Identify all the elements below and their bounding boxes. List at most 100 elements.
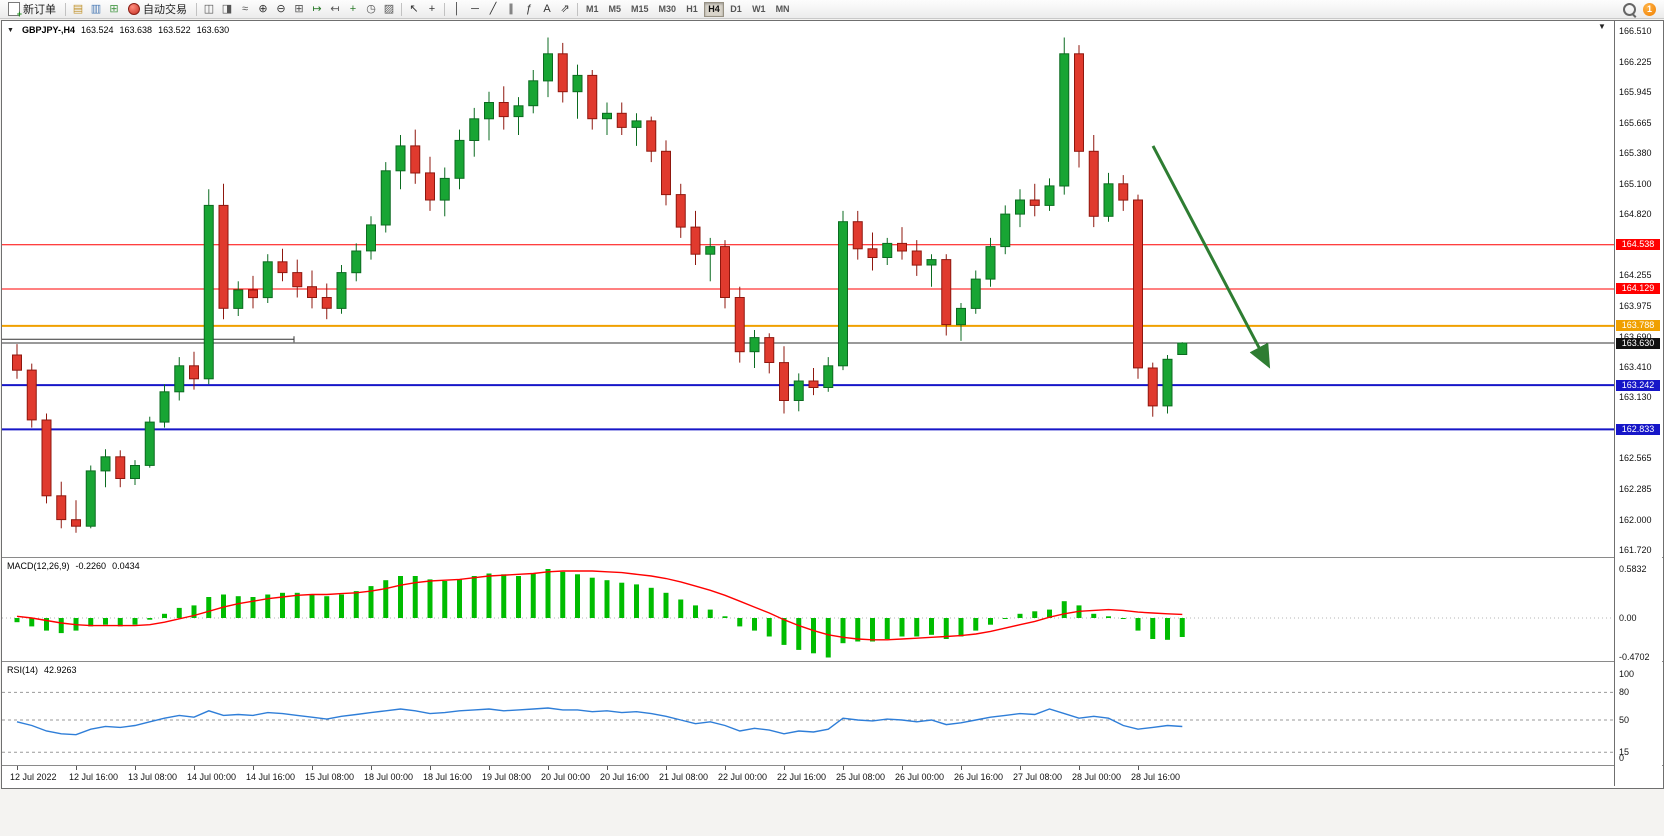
time-label: 22 Jul 00:00 <box>718 772 768 782</box>
macd-scale-label: -0.4702 <box>1619 652 1650 662</box>
price-tick-label: 162.285 <box>1619 484 1652 494</box>
data-window-icon[interactable]: ⊞ <box>109 2 119 15</box>
profiles-icon[interactable]: ▤ <box>72 2 84 15</box>
price-axis[interactable]: 166.510 166.225 165.945 165.665 165.380 165.1… <box>1614 21 1662 786</box>
candlestick-chart <box>2 37 1614 533</box>
bar-chart-icon[interactable]: ◫ <box>203 2 215 15</box>
rsi-name: RSI(14) <box>7 665 39 675</box>
timeframe-group: M1 M5 M15 M30 H1 H4 D1 W1 MN <box>582 1 794 17</box>
price-tick-label: 166.510 <box>1619 26 1652 36</box>
macd-label: MACD(12,26,9) -0.2260 0.0434 <box>7 561 140 571</box>
line-chart-icon[interactable]: ≈ <box>241 2 249 15</box>
zoom-in-icon[interactable]: ⊕ <box>258 2 268 15</box>
price-tick-label: 164.255 <box>1619 270 1652 280</box>
panel-resize-divider[interactable] <box>2 661 1663 662</box>
fibonacci-icon[interactable]: ƒ <box>525 2 533 15</box>
timeframe-button-mn[interactable]: MN <box>772 2 794 17</box>
timeframe-button-m5[interactable]: M5 <box>605 2 626 17</box>
timeframe-button-m1[interactable]: M1 <box>582 2 603 17</box>
time-axis[interactable]: 12 Jul 2022 12 Jul 16:00 13 Jul 08:00 14 Ju… <box>2 766 1614 786</box>
zoom-out-icon[interactable]: ⊖ <box>276 2 286 15</box>
macd-name: MACD(12,26,9) <box>7 561 70 571</box>
trendline-icon[interactable]: ╱ <box>489 2 497 15</box>
text-icon[interactable]: A <box>543 2 551 15</box>
timeframe-button-w1[interactable]: W1 <box>748 2 770 17</box>
macd-signal-value: 0.0434 <box>112 561 140 571</box>
candlestick-chart-icon[interactable]: ◨ <box>221 2 233 15</box>
price-tick-label: 165.380 <box>1619 148 1652 158</box>
chart-window: ▼ GBPJPY-,H4 163.524 163.638 163.522 163… <box>1 20 1664 789</box>
time-label: 20 Jul 00:00 <box>541 772 591 782</box>
tile-windows-icon[interactable]: ⊞ <box>294 2 304 15</box>
time-tick <box>253 766 254 770</box>
price-tick-label: 166.225 <box>1619 57 1652 67</box>
chart-shift-marker-icon[interactable]: ▼ <box>1598 22 1606 31</box>
price-tick-label: 165.665 <box>1619 118 1652 128</box>
timeframe-button-d1[interactable]: D1 <box>726 2 746 17</box>
time-tick <box>666 766 667 770</box>
price-line-badge: 164.538 <box>1616 239 1660 250</box>
time-label: 28 Jul 00:00 <box>1072 772 1122 782</box>
price-tick-label: 161.720 <box>1619 545 1652 555</box>
new-order-button[interactable]: 新订单 <box>3 1 61 19</box>
price-line-badge: 164.129 <box>1616 283 1660 294</box>
horizontal-line-icon[interactable]: ─ <box>471 2 479 15</box>
time-tick <box>1020 766 1021 770</box>
cursor-icon[interactable]: ↖ <box>409 2 419 15</box>
price-tick-label: 164.820 <box>1619 209 1652 219</box>
time-label: 21 Jul 08:00 <box>659 772 709 782</box>
quote-line: ▼ GBPJPY-,H4 163.524 163.638 163.522 163… <box>7 25 229 35</box>
macd-panel[interactable]: MACD(12,26,9) -0.2260 0.0434 <box>2 558 1614 661</box>
vertical-line-icon[interactable]: │ <box>453 2 461 15</box>
time-tick <box>430 766 431 770</box>
autotrading-label: 自动交易 <box>143 4 187 16</box>
panel-resize-divider[interactable] <box>2 557 1663 558</box>
time-tick <box>961 766 962 770</box>
timeframe-button-h1[interactable]: H1 <box>682 2 702 17</box>
symbol-period-label: GBPJPY-,H4 <box>21 25 75 35</box>
templates-icon[interactable]: ▨ <box>383 2 395 15</box>
time-tick <box>76 766 77 770</box>
chart-shift-icon[interactable]: ↤ <box>330 2 340 15</box>
crosshair-icon[interactable]: + <box>428 2 436 15</box>
timeframe-button-m15[interactable]: M15 <box>627 2 653 17</box>
price-line-badge: 163.788 <box>1616 320 1660 331</box>
time-tick <box>194 766 195 770</box>
time-label: 12 Jul 16:00 <box>69 772 119 782</box>
macd-scale-label: 0.5832 <box>1619 564 1647 574</box>
time-tick <box>17 766 18 770</box>
price-tick-label: 163.130 <box>1619 392 1652 402</box>
price-tick-label: 162.000 <box>1619 515 1652 525</box>
time-tick <box>489 766 490 770</box>
rsi-panel[interactable]: RSI(14) 42.9263 <box>2 662 1614 765</box>
autotrading-button[interactable]: 自动交易 <box>123 1 192 17</box>
collapse-arrow-icon[interactable]: ▼ <box>7 26 14 34</box>
time-tick <box>607 766 608 770</box>
quote-close: 163.630 <box>196 25 230 35</box>
autotrading-icon <box>128 3 140 15</box>
rsi-chart <box>2 691 1614 753</box>
periods-icon[interactable]: ◷ <box>366 2 376 15</box>
notification-badge[interactable]: 1 <box>1643 2 1656 16</box>
timeframe-button-m30[interactable]: M30 <box>655 2 681 17</box>
time-label: 18 Jul 16:00 <box>423 772 473 782</box>
time-label: 14 Jul 16:00 <box>246 772 296 782</box>
market-watch-icon[interactable]: ▥ <box>90 2 102 15</box>
time-label: 20 Jul 16:00 <box>600 772 650 782</box>
auto-scroll-icon[interactable]: ↦ <box>312 2 322 15</box>
price-chart-panel[interactable]: ▼ GBPJPY-,H4 163.524 163.638 163.522 163… <box>2 21 1614 557</box>
equidistant-channel-icon[interactable]: ∥ <box>508 2 514 15</box>
indicators-icon[interactable]: + <box>349 2 357 15</box>
search-icon[interactable] <box>1623 2 1636 16</box>
rsi-label: RSI(14) 42.9263 <box>7 665 77 675</box>
time-label: 25 Jul 08:00 <box>836 772 886 782</box>
price-tick-label: 163.975 <box>1619 301 1652 311</box>
time-label: 14 Jul 00:00 <box>187 772 237 782</box>
toolbar-right: 1 <box>1623 2 1661 16</box>
toolbar-separator <box>577 2 578 16</box>
arrows-icon[interactable]: ⇗ <box>560 2 570 15</box>
panel-resize-divider[interactable] <box>2 765 1663 766</box>
timeframe-button-h4[interactable]: H4 <box>704 1 725 17</box>
time-label: 28 Jul 16:00 <box>1131 772 1181 782</box>
